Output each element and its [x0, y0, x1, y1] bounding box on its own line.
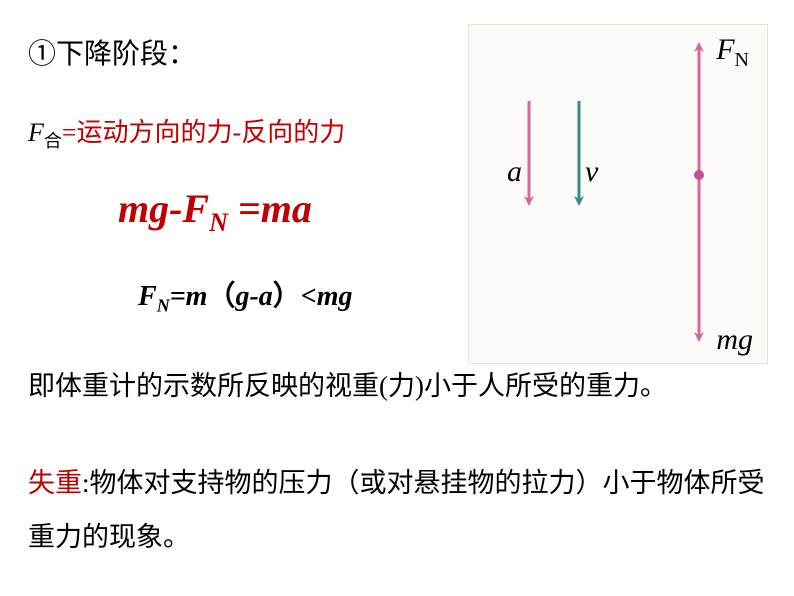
conclusion-text: 即体重计的示数所反映的视重(力)小于人所受的重力。 [28, 365, 766, 408]
label-mg: mg [716, 323, 753, 357]
fn-sub: N [735, 49, 749, 71]
label-v: v [585, 155, 598, 189]
label-fn: FN [716, 33, 749, 72]
var-f: F [28, 118, 44, 147]
fn-text: F [716, 33, 734, 66]
diagram-svg [469, 25, 769, 365]
eq2-comp: <mg [301, 281, 353, 312]
force-diagram: FN a v mg [468, 24, 768, 364]
weightlessness-definition: 失重:物体对支持物的压力（或对悬挂物的拉力）小于物体所受重力的现象。 [28, 456, 766, 564]
eq-left: mg-F [118, 186, 209, 231]
eq2-sub: N [157, 296, 170, 316]
eq2-eq: =m [170, 281, 208, 312]
eq2-paren-r: ） [273, 281, 301, 312]
eq2-inner: g-a [235, 281, 272, 312]
term-weightless: 失重 [28, 468, 82, 498]
eq2-paren-l: （ [207, 281, 235, 312]
eq-sub: N [209, 208, 228, 237]
def-body: :物体对支持物的压力（或对悬挂物的拉力）小于物体所受重力的现象。 [28, 468, 765, 552]
force-desc-text: =运动方向的力-反向的力 [62, 118, 345, 147]
eq2-f: F [138, 281, 157, 312]
label-a: a [507, 155, 522, 189]
var-f-sub: 合 [44, 131, 62, 151]
origin-dot [694, 170, 704, 180]
eq-right: =ma [228, 186, 312, 231]
